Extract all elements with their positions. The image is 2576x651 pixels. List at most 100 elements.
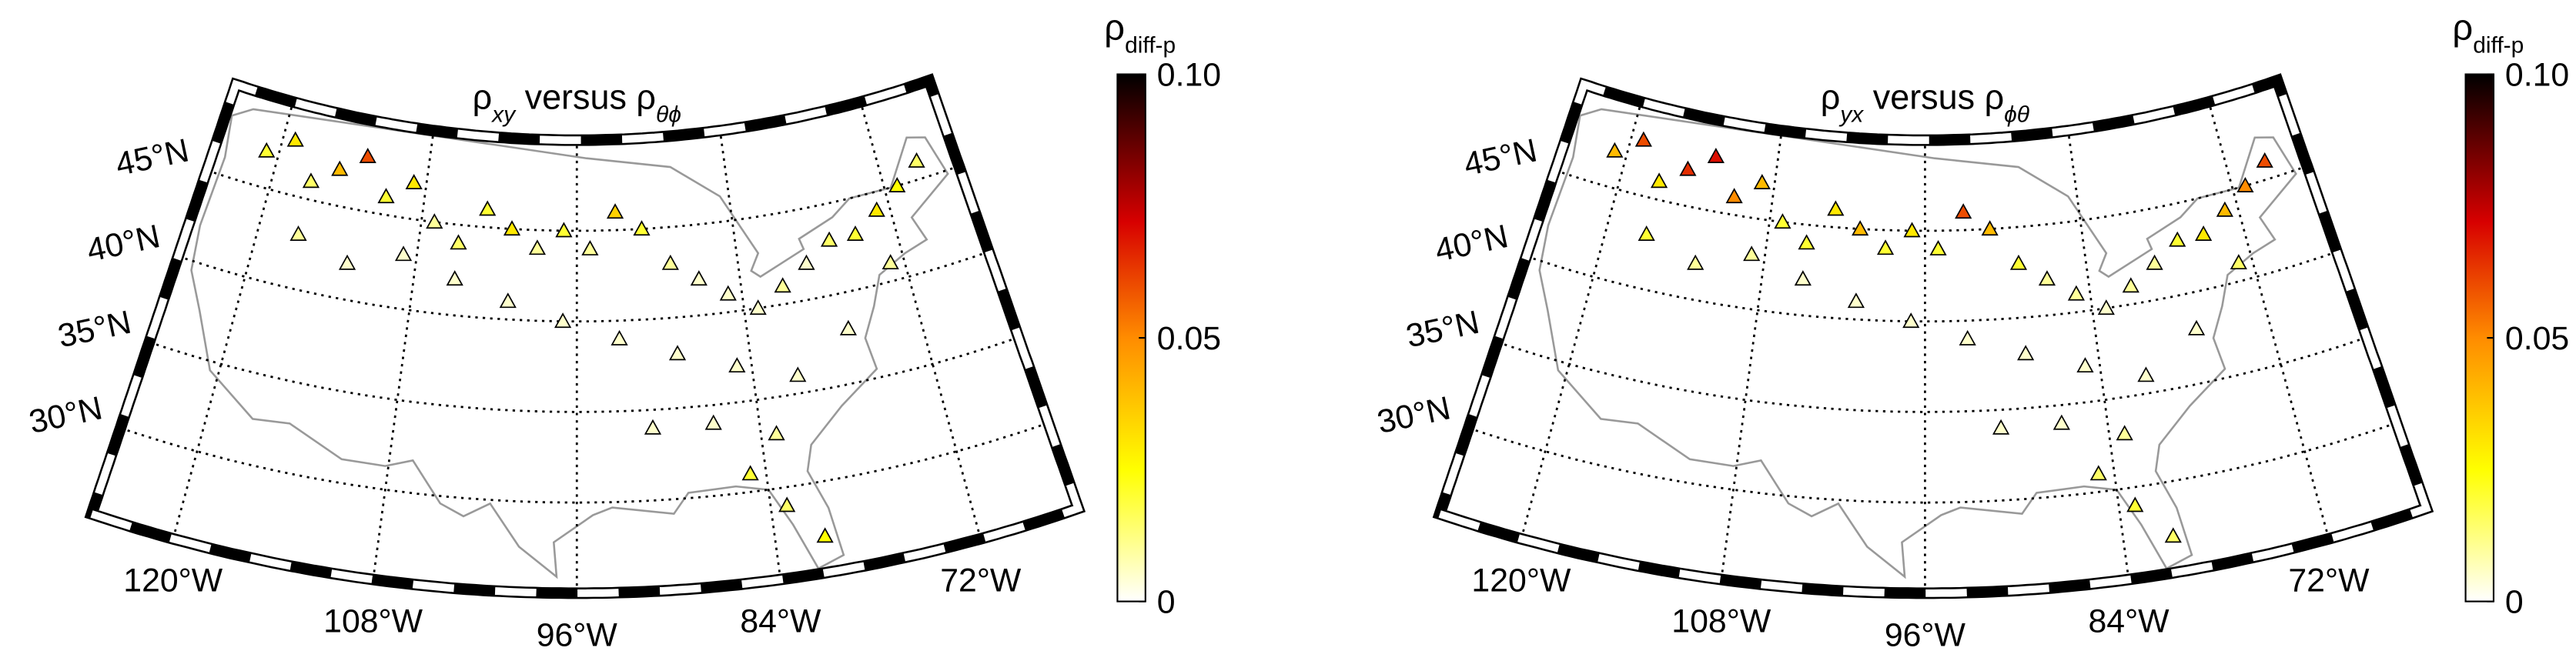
station [2187,319,2206,336]
colorbar-tick-label: 0.10 [2505,57,2569,94]
station [1902,312,1920,329]
station [302,172,320,189]
station [2230,254,2247,270]
panel-title: ρxy versus ρθϕ [473,77,681,127]
station [908,152,925,168]
station [2116,425,2133,441]
station [2052,414,2070,430]
station [405,174,423,189]
station [446,270,463,286]
station [749,299,767,315]
station [1774,213,1791,229]
parallel [177,250,989,323]
us-outline [190,108,949,579]
station [1852,220,1869,236]
parallel [1497,336,2367,413]
station [2009,254,2028,270]
station [528,239,546,255]
station [286,131,304,147]
station [2137,366,2155,382]
lat-label: 40°N [1432,218,1512,269]
station [1794,270,1812,286]
station [1955,203,1972,219]
station [1992,419,2010,435]
station [798,254,815,270]
station [690,270,708,286]
colorbar-tick-label: 0.10 [1157,57,1221,94]
station [633,220,651,236]
parallel [1468,422,2397,504]
title-text: versus ρ [1863,77,2004,116]
station [778,496,796,512]
parallel [1554,165,2308,232]
panel-title: ρyx versus ρϕθ [1821,77,2029,127]
station [882,254,899,270]
lon-label: 72°W [2288,563,2370,599]
station [644,419,662,435]
colorbar-tick-label: 0 [2505,584,2524,621]
title-text: versus ρ [515,77,656,116]
lon-label: 72°W [940,563,1022,599]
lat-label: 30°N [1374,389,1454,441]
colorbar-label: ρdiff-p [1104,7,1176,58]
station [555,222,573,238]
parallel [120,422,1049,504]
lat-label: 45°N [112,132,192,183]
title-text: ρ [1821,77,1841,116]
station [2097,299,2115,315]
meridian [859,102,982,539]
station [450,234,467,250]
lat-label: 40°N [84,218,164,269]
station [606,203,624,219]
station [1959,329,1976,346]
station [1725,188,1743,204]
station [1634,131,1652,147]
station [338,254,356,270]
colorbar-tick-label: 0.05 [2505,320,2569,357]
station [1847,292,1865,309]
station [2164,527,2182,543]
lon-label: 108°W [323,603,423,640]
station [1606,142,1624,158]
label-subscript: diff-p [2473,32,2524,58]
station [2089,465,2107,481]
station [1798,234,1815,250]
station [704,414,722,430]
station [668,345,687,361]
station [2122,277,2139,293]
colorbar-tick-label: 0 [1157,584,1176,621]
station [888,177,906,193]
parallel [149,336,1019,413]
station [611,329,628,346]
colorbar-tick-label: 0.05 [1157,320,1221,357]
label-subscript: diff-p [1125,32,1176,58]
station [2126,496,2144,512]
parallel [1526,250,2337,323]
station [1743,245,1761,262]
station [258,142,276,158]
us-outline [1538,108,2297,579]
station [1903,222,1921,238]
meridian [718,130,782,580]
map-frame [1432,73,2434,599]
station [1638,225,1655,241]
station [554,312,572,329]
station [377,188,395,204]
lon-label: 96°W [537,616,618,651]
title-subscript: xy [490,102,517,127]
station [774,277,791,293]
station [503,220,521,236]
lat-label: 45°N [1460,132,1541,183]
station [846,225,865,241]
station [816,527,834,543]
station [768,425,785,441]
meridian [1520,102,1643,539]
station [2067,285,2086,301]
lon-label: 120°W [1471,563,1571,599]
station [1707,148,1725,163]
station [2195,225,2213,241]
station [2038,270,2056,286]
